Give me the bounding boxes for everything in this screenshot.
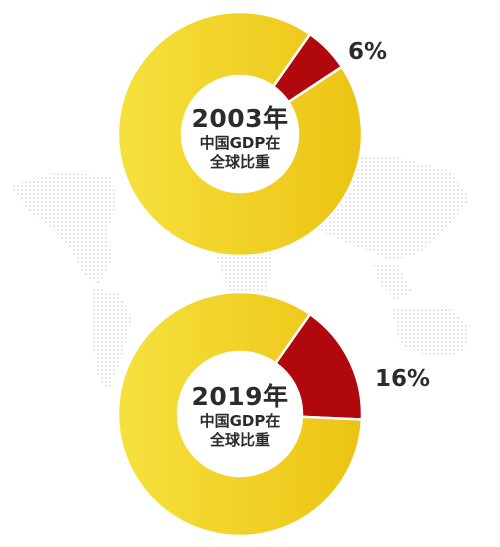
- map-southeast-asia: [372, 262, 412, 300]
- map-north-america: [10, 172, 118, 284]
- subtitle-line-2: 全球比重: [209, 431, 270, 449]
- slice-rest: [116, 290, 364, 538]
- donut-hole: [178, 352, 302, 476]
- donut-hole: [182, 76, 298, 192]
- year-title: 2019年: [191, 382, 289, 411]
- year-title: 2003年: [191, 104, 289, 133]
- subtitle-line-2: 全球比重: [209, 153, 270, 171]
- map-south-america: [92, 288, 132, 392]
- map-australia: [392, 306, 470, 358]
- data-label-percent: 6%: [348, 39, 388, 65]
- donut-center-label: 2003年 中国GDP在 全球比重: [160, 104, 320, 172]
- subtitle-line-1: 中国GDP在: [199, 134, 281, 152]
- data-label-percent: 16%: [375, 366, 431, 392]
- donut-center-label: 2019年 中国GDP在 全球比重: [160, 382, 320, 450]
- subtitle-line-1: 中国GDP在: [199, 412, 281, 430]
